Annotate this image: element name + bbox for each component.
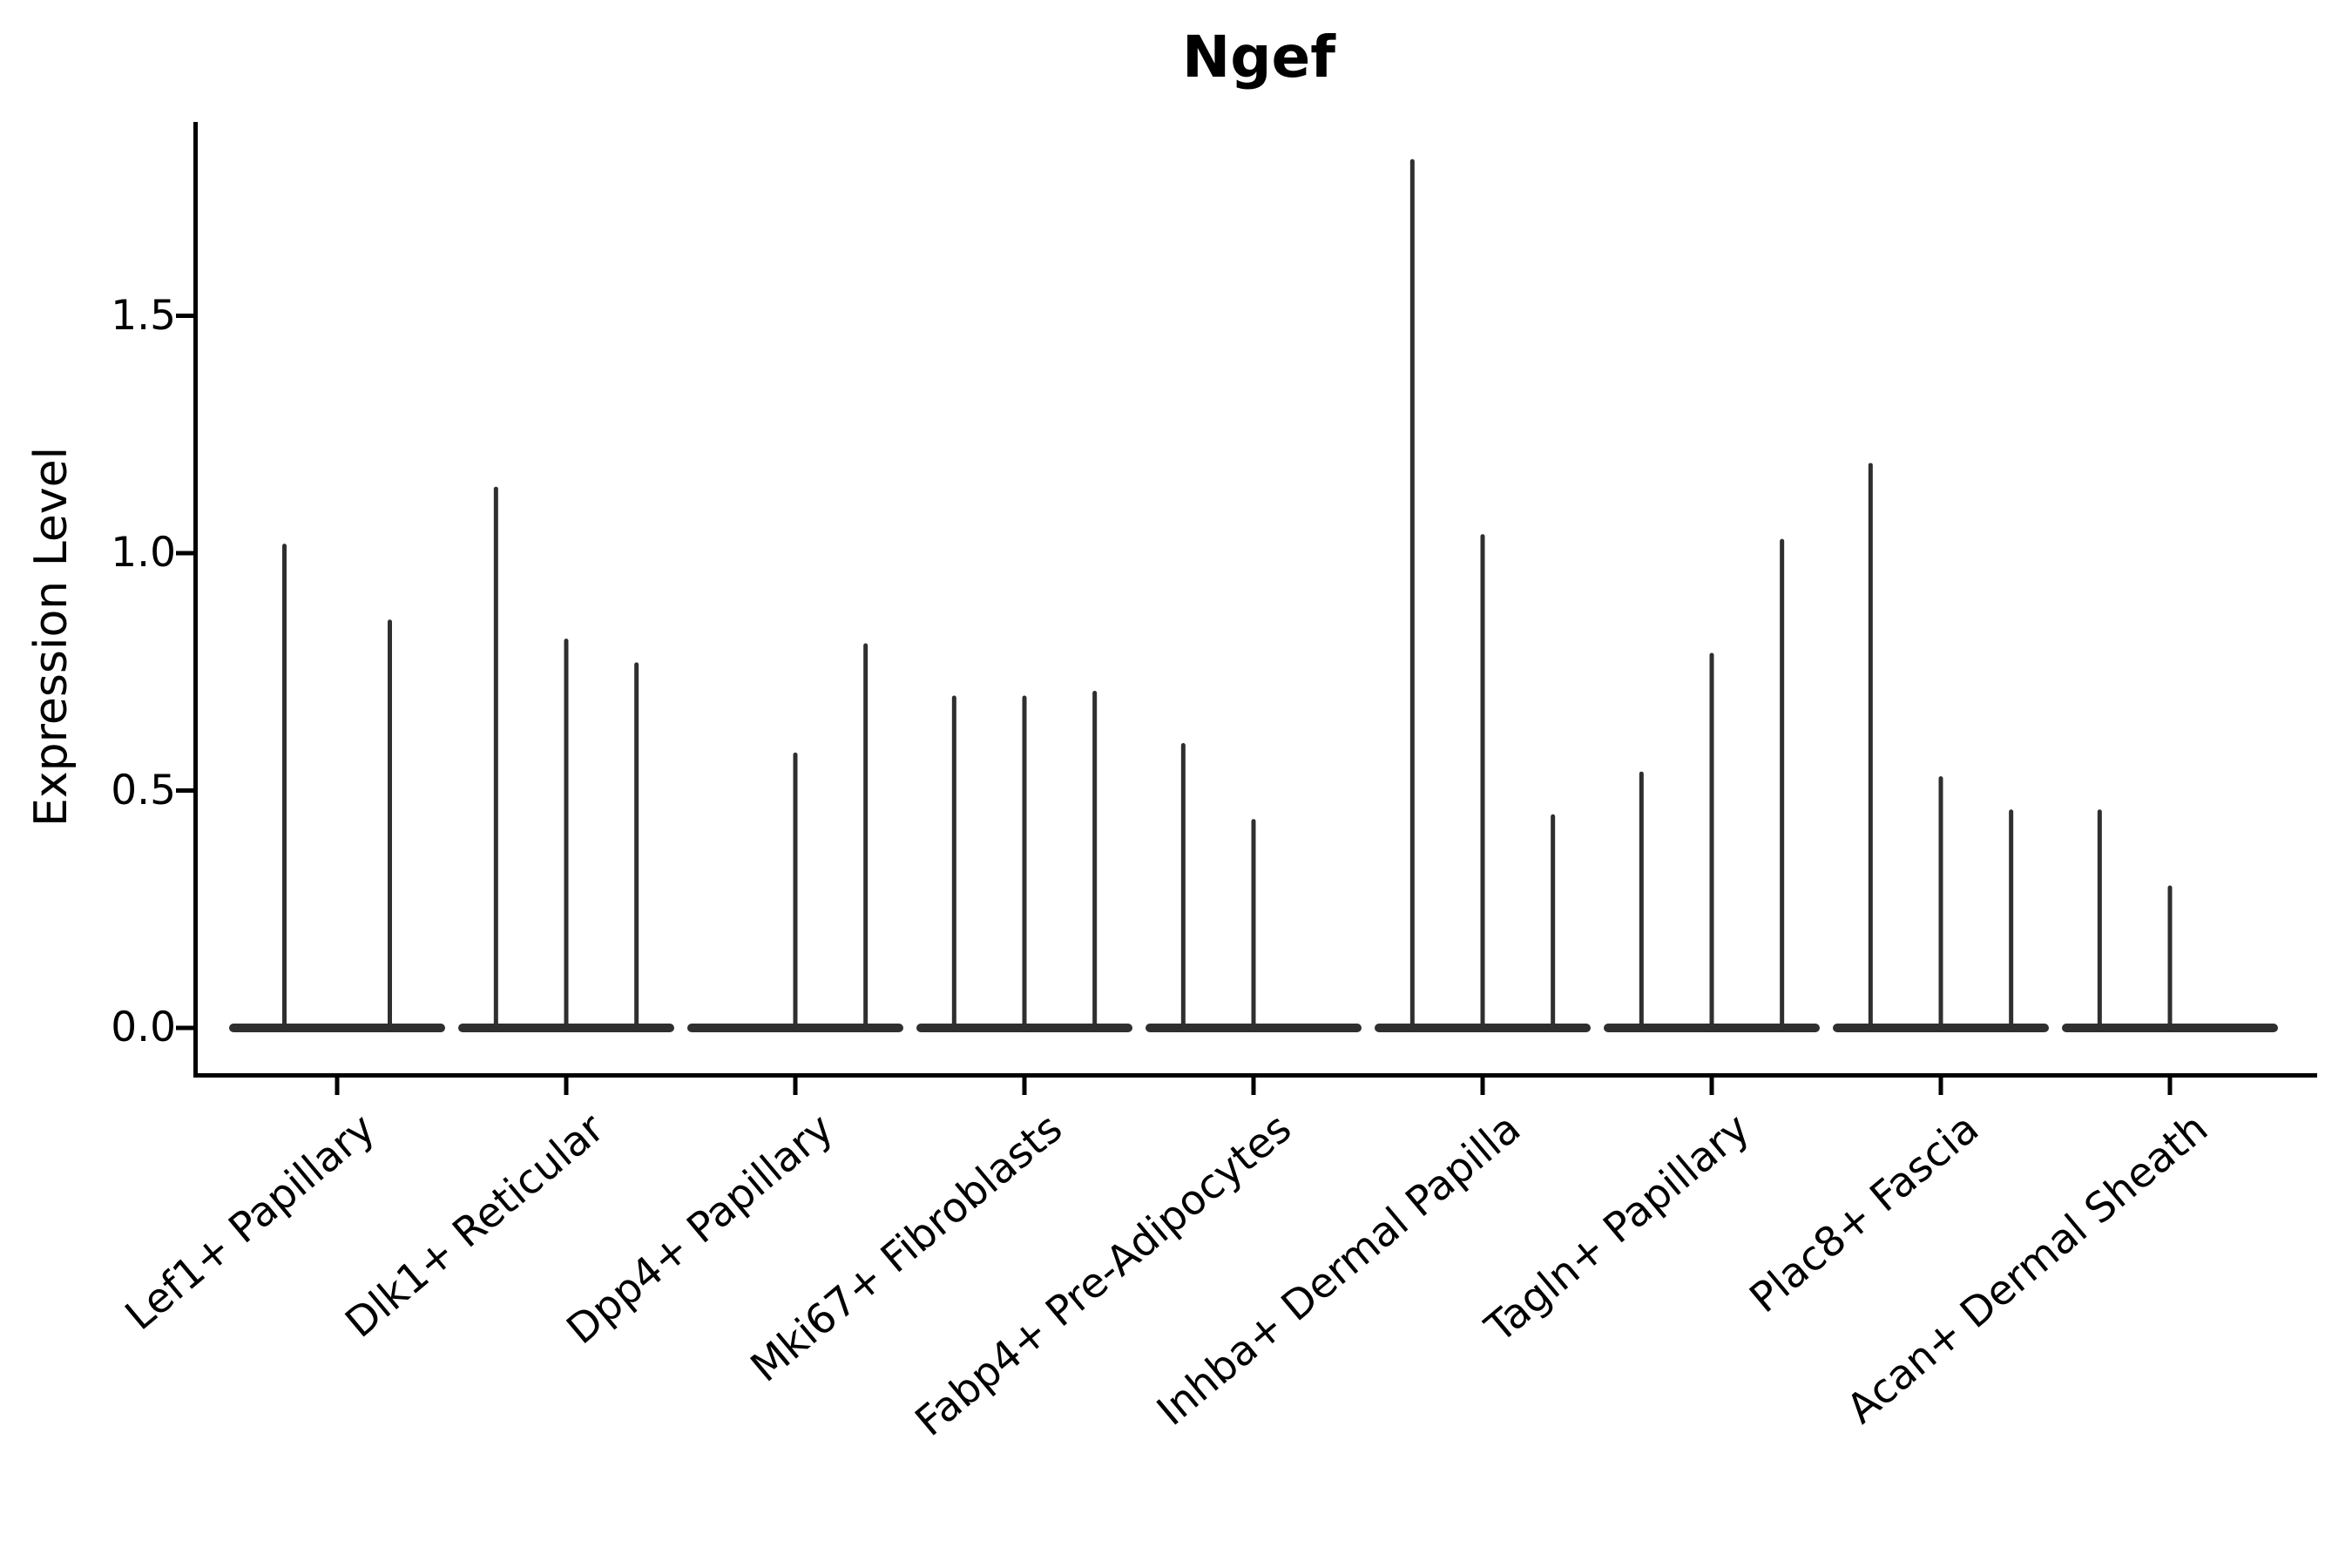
x-tick-mark: [793, 1078, 798, 1095]
violin-spike: [1780, 538, 1785, 1028]
x-tick-mark: [1251, 1078, 1256, 1095]
violin-spike: [1092, 691, 1098, 1028]
violin-spike: [493, 486, 498, 1028]
violin-spike: [1022, 695, 1027, 1028]
y-tick-mark: [176, 314, 193, 318]
violin-spike: [793, 752, 798, 1028]
chart-title: Ngef: [1182, 24, 1335, 91]
violin-spike: [863, 643, 868, 1028]
x-tick-mark: [1938, 1078, 1943, 1095]
x-tick-mark: [1709, 1078, 1714, 1095]
x-tick-mark: [335, 1078, 340, 1095]
x-tick-mark: [1480, 1078, 1485, 1095]
violin-spike: [1938, 776, 1943, 1028]
violin-body: [229, 1024, 445, 1032]
violin-spike: [1180, 743, 1186, 1028]
x-tick-mark: [564, 1078, 569, 1095]
y-tick-label: 0.0: [111, 1004, 176, 1051]
violin-spike: [388, 619, 392, 1028]
y-axis-spine: [193, 122, 198, 1078]
x-axis-spine: [193, 1073, 2317, 1078]
violin-spike: [634, 662, 639, 1028]
x-tick-mark: [1022, 1078, 1027, 1095]
violin-spike: [282, 544, 287, 1028]
violin-spike: [564, 639, 569, 1028]
violin-spike: [951, 695, 956, 1028]
y-tick-label: 1.5: [111, 291, 176, 340]
violin-spike: [1251, 819, 1256, 1028]
y-tick-mark: [176, 551, 193, 556]
violin-spike: [1639, 771, 1644, 1028]
violin-spike: [1709, 652, 1714, 1028]
y-tick-label: 1.0: [111, 529, 176, 577]
violin-spike: [1551, 814, 1556, 1028]
violin-spike: [1480, 534, 1485, 1028]
y-tick-mark: [176, 788, 193, 793]
violin-spike: [1868, 463, 1873, 1028]
y-tick-mark: [176, 1025, 193, 1031]
violin-spike: [2167, 885, 2173, 1028]
violin-spike: [1409, 159, 1415, 1028]
y-tick-label: 0.5: [111, 766, 176, 814]
violin-spike: [2097, 809, 2102, 1028]
x-tick-mark: [2167, 1078, 2173, 1095]
violin-spike: [2009, 809, 2014, 1028]
